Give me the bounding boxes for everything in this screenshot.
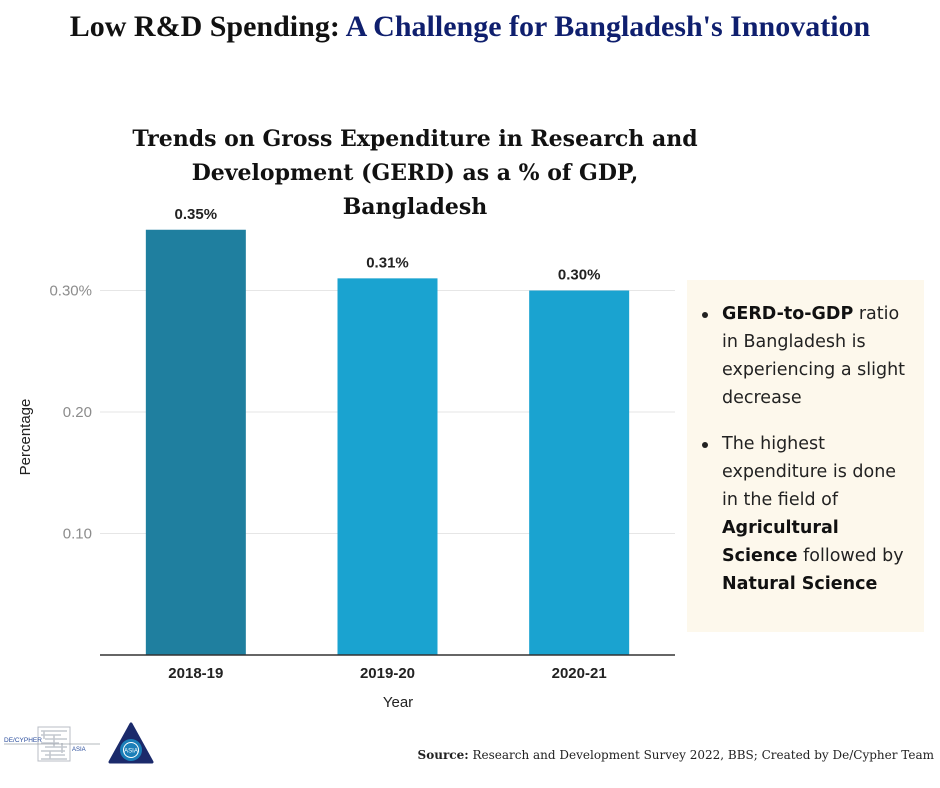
decypher-logo-subtext: ASIA [72,747,86,753]
asia-badge-logo: ASIA [108,722,154,764]
y-tick-label: 0.10 [63,526,92,543]
note-2-bold-b: Natural Science [722,574,878,594]
asia-badge-text: ASIA [124,749,138,755]
note-2-text-a: The highest expenditure is done in the f… [722,434,897,510]
main-title-part1: Low R&D Spending: [69,10,340,43]
note-bullet-2: The highest expenditure is done in the f… [699,430,916,598]
chart-title: Trends on Gross Expenditure in Research … [132,126,698,220]
data-label: 0.31% [366,254,409,271]
note-1-text: ratio in Bangladesh is experiencing a sl… [722,304,906,408]
data-label: 0.35% [175,206,218,223]
x-tick-label: 2020-21 [552,665,607,682]
notes-box: GERD-to-GDP ratio in Bangladesh is exper… [687,280,924,632]
decypher-logo: DE/CYPHER ASIA [4,726,100,762]
decypher-logo-text: DE/CYPHER [4,737,42,744]
note-1-bold: GERD-to-GDP [722,304,854,324]
x-axis-title: Year [383,694,413,711]
main-title-part2: A Challenge for Bangladesh's Innovation [345,10,871,43]
x-tick-label: 2019-20 [360,665,415,682]
source-text: Research and Development Survey 2022, BB… [468,748,934,762]
bar [145,229,246,655]
y-axis-title: Percentage [17,399,34,476]
x-tick-label: 2018-19 [168,665,223,682]
source-label: Source: [417,748,469,762]
bar-chart: 0.10 0.20 0.30% 0.35% 2018-19 0.31% 2019-20 0.3… [17,206,675,711]
bar [337,278,438,655]
y-tick-label: 0.30% [49,283,92,300]
source-note: Source: Research and Development Survey … [414,748,934,762]
y-tick-label: 0.20 [63,404,92,421]
note-2-bold-a: Agricultural Science [722,518,839,566]
note-2-text-b: followed by [797,546,904,566]
bar [529,290,630,655]
main-title: Low R&D Spending: A Challenge for Bangla… [0,10,940,44]
note-bullet-1: GERD-to-GDP ratio in Bangladesh is exper… [699,300,916,412]
data-label: 0.30% [558,267,601,284]
